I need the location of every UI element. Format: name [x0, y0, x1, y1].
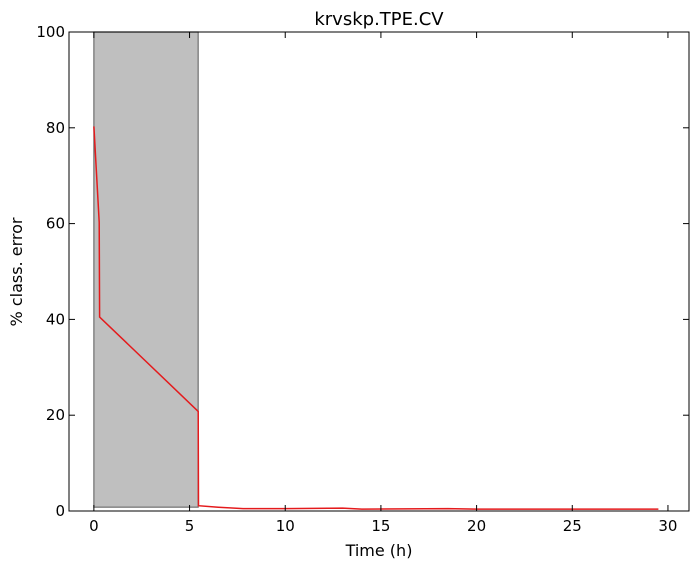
axis-ticks: 0 5 10 15 20 25 30 0 20 40 60 80 100 [36, 23, 689, 535]
y-tick-label: 0 [55, 502, 65, 520]
x-tick-label: 20 [467, 517, 486, 535]
y-tick-label: 60 [46, 215, 65, 233]
x-axis-label: Time (h) [345, 541, 413, 560]
series-line-0 [93, 126, 659, 510]
y-tick-label: 100 [36, 23, 65, 41]
y-tick-label: 40 [46, 310, 65, 328]
x-tick-label: 25 [563, 517, 582, 535]
x-tick-label: 15 [371, 517, 390, 535]
y-tick-label: 80 [46, 119, 65, 137]
y-tick-label: 20 [46, 406, 65, 424]
x-tick-label: 30 [658, 517, 677, 535]
x-tick-label: 5 [185, 517, 195, 535]
x-tick-label: 10 [276, 517, 295, 535]
chart-title: krvskp.TPE.CV [314, 9, 444, 30]
plot-area [68, 31, 690, 512]
y-axis-label: % class. error [7, 217, 26, 326]
shaded-region [93, 31, 199, 508]
x-tick-label: 0 [89, 517, 99, 535]
plot-frame [68, 31, 690, 512]
